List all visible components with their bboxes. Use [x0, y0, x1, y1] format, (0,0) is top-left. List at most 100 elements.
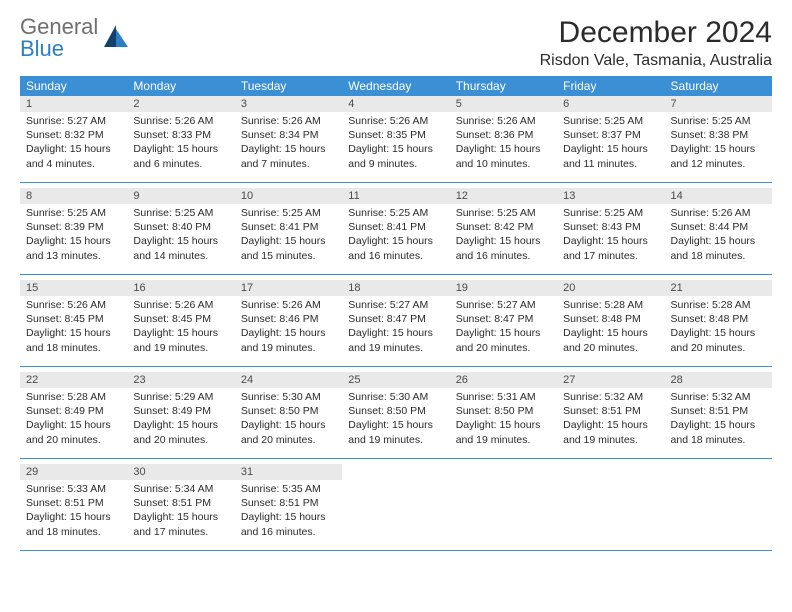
sunset-line: Sunset: 8:33 PM [133, 128, 228, 142]
daylight-line: Daylight: 15 hours and 20 minutes. [26, 418, 121, 446]
sunrise-line: Sunrise: 5:26 AM [671, 206, 766, 220]
calendar-table: Sunday Monday Tuesday Wednesday Thursday… [20, 76, 772, 551]
sunrise-line: Sunrise: 5:26 AM [241, 298, 336, 312]
day-number: 9 [127, 188, 234, 204]
day-number: 3 [235, 96, 342, 112]
sunset-line: Sunset: 8:48 PM [671, 312, 766, 326]
calendar-week-row: 15Sunrise: 5:26 AMSunset: 8:45 PMDayligh… [20, 280, 772, 366]
day-details: Sunrise: 5:32 AMSunset: 8:51 PMDaylight:… [557, 388, 664, 451]
daylight-line: Daylight: 15 hours and 20 minutes. [241, 418, 336, 446]
sunrise-line: Sunrise: 5:25 AM [563, 206, 658, 220]
daylight-line: Daylight: 15 hours and 20 minutes. [563, 326, 658, 354]
sunrise-line: Sunrise: 5:30 AM [241, 390, 336, 404]
calendar-day-cell: 23Sunrise: 5:29 AMSunset: 8:49 PMDayligh… [127, 372, 234, 458]
calendar-day-cell: .. [557, 464, 664, 550]
day-details: Sunrise: 5:25 AMSunset: 8:42 PMDaylight:… [450, 204, 557, 267]
sunrise-line: Sunrise: 5:28 AM [563, 298, 658, 312]
sunrise-line: Sunrise: 5:32 AM [671, 390, 766, 404]
daylight-line: Daylight: 15 hours and 17 minutes. [133, 510, 228, 538]
daylight-line: Daylight: 15 hours and 15 minutes. [241, 234, 336, 262]
daylight-line: Daylight: 15 hours and 19 minutes. [241, 326, 336, 354]
calendar-day-cell: 12Sunrise: 5:25 AMSunset: 8:42 PMDayligh… [450, 188, 557, 274]
sunrise-line: Sunrise: 5:34 AM [133, 482, 228, 496]
day-details: Sunrise: 5:26 AMSunset: 8:44 PMDaylight:… [665, 204, 772, 267]
sunset-line: Sunset: 8:51 PM [671, 404, 766, 418]
sunset-line: Sunset: 8:45 PM [26, 312, 121, 326]
calendar-day-cell: 17Sunrise: 5:26 AMSunset: 8:46 PMDayligh… [235, 280, 342, 366]
sunrise-line: Sunrise: 5:31 AM [456, 390, 551, 404]
day-details: Sunrise: 5:27 AMSunset: 8:47 PMDaylight:… [450, 296, 557, 359]
day-details: Sunrise: 5:30 AMSunset: 8:50 PMDaylight:… [235, 388, 342, 451]
daylight-line: Daylight: 15 hours and 20 minutes. [671, 326, 766, 354]
day-number: 26 [450, 372, 557, 388]
calendar-day-cell: 26Sunrise: 5:31 AMSunset: 8:50 PMDayligh… [450, 372, 557, 458]
calendar-day-cell: .. [665, 464, 772, 550]
sunrise-line: Sunrise: 5:25 AM [563, 114, 658, 128]
sunrise-line: Sunrise: 5:25 AM [133, 206, 228, 220]
sunrise-line: Sunrise: 5:26 AM [133, 298, 228, 312]
daylight-line: Daylight: 15 hours and 7 minutes. [241, 142, 336, 170]
daylight-line: Daylight: 15 hours and 20 minutes. [456, 326, 551, 354]
day-number: 13 [557, 188, 664, 204]
day-number: 2 [127, 96, 234, 112]
title-block: December 2024 Risdon Vale, Tasmania, Aus… [540, 16, 772, 70]
weekday-header: Monday [127, 76, 234, 96]
daylight-line: Daylight: 15 hours and 19 minutes. [563, 418, 658, 446]
daylight-line: Daylight: 15 hours and 19 minutes. [133, 326, 228, 354]
daylight-line: Daylight: 15 hours and 6 minutes. [133, 142, 228, 170]
day-details: Sunrise: 5:25 AMSunset: 8:40 PMDaylight:… [127, 204, 234, 267]
weekday-header: Thursday [450, 76, 557, 96]
calendar-week-row: 29Sunrise: 5:33 AMSunset: 8:51 PMDayligh… [20, 464, 772, 550]
daylight-line: Daylight: 15 hours and 10 minutes. [456, 142, 551, 170]
calendar-day-cell: 16Sunrise: 5:26 AMSunset: 8:45 PMDayligh… [127, 280, 234, 366]
day-number: 10 [235, 188, 342, 204]
calendar-day-cell: 28Sunrise: 5:32 AMSunset: 8:51 PMDayligh… [665, 372, 772, 458]
sunrise-line: Sunrise: 5:25 AM [241, 206, 336, 220]
weekday-header-row: Sunday Monday Tuesday Wednesday Thursday… [20, 76, 772, 96]
weekday-header: Sunday [20, 76, 127, 96]
page-subtitle: Risdon Vale, Tasmania, Australia [540, 52, 772, 70]
sunset-line: Sunset: 8:45 PM [133, 312, 228, 326]
daylight-line: Daylight: 15 hours and 9 minutes. [348, 142, 443, 170]
sunrise-line: Sunrise: 5:33 AM [26, 482, 121, 496]
sunrise-line: Sunrise: 5:35 AM [241, 482, 336, 496]
sunrise-line: Sunrise: 5:25 AM [456, 206, 551, 220]
day-number: 17 [235, 280, 342, 296]
day-details: Sunrise: 5:27 AMSunset: 8:32 PMDaylight:… [20, 112, 127, 175]
calendar-day-cell: 29Sunrise: 5:33 AMSunset: 8:51 PMDayligh… [20, 464, 127, 550]
sunset-line: Sunset: 8:49 PM [133, 404, 228, 418]
calendar-day-cell: 3Sunrise: 5:26 AMSunset: 8:34 PMDaylight… [235, 96, 342, 182]
calendar-day-cell: 25Sunrise: 5:30 AMSunset: 8:50 PMDayligh… [342, 372, 449, 458]
weekday-header: Wednesday [342, 76, 449, 96]
sunrise-line: Sunrise: 5:32 AM [563, 390, 658, 404]
daylight-line: Daylight: 15 hours and 14 minutes. [133, 234, 228, 262]
day-number: 20 [557, 280, 664, 296]
day-number: 23 [127, 372, 234, 388]
day-details: Sunrise: 5:27 AMSunset: 8:47 PMDaylight:… [342, 296, 449, 359]
day-number: 12 [450, 188, 557, 204]
sunrise-line: Sunrise: 5:27 AM [456, 298, 551, 312]
sunrise-line: Sunrise: 5:26 AM [133, 114, 228, 128]
calendar-day-cell: 1Sunrise: 5:27 AMSunset: 8:32 PMDaylight… [20, 96, 127, 182]
sunrise-line: Sunrise: 5:25 AM [348, 206, 443, 220]
logo: General Blue [20, 16, 130, 60]
sunrise-line: Sunrise: 5:29 AM [133, 390, 228, 404]
day-number: 28 [665, 372, 772, 388]
sunrise-line: Sunrise: 5:26 AM [456, 114, 551, 128]
day-details: Sunrise: 5:26 AMSunset: 8:46 PMDaylight:… [235, 296, 342, 359]
sunset-line: Sunset: 8:50 PM [348, 404, 443, 418]
day-number: 29 [20, 464, 127, 480]
sunrise-line: Sunrise: 5:25 AM [671, 114, 766, 128]
daylight-line: Daylight: 15 hours and 19 minutes. [348, 418, 443, 446]
day-number: 19 [450, 280, 557, 296]
sunset-line: Sunset: 8:48 PM [563, 312, 658, 326]
day-number: 24 [235, 372, 342, 388]
calendar-day-cell: 14Sunrise: 5:26 AMSunset: 8:44 PMDayligh… [665, 188, 772, 274]
sunset-line: Sunset: 8:50 PM [456, 404, 551, 418]
calendar-week-row: 1Sunrise: 5:27 AMSunset: 8:32 PMDaylight… [20, 96, 772, 182]
sunset-line: Sunset: 8:34 PM [241, 128, 336, 142]
day-details: Sunrise: 5:25 AMSunset: 8:37 PMDaylight:… [557, 112, 664, 175]
sunset-line: Sunset: 8:38 PM [671, 128, 766, 142]
sunset-line: Sunset: 8:47 PM [456, 312, 551, 326]
calendar-day-cell: 20 Sunrise: 5:28 AMSunset: 8:48 PMDayligh… [557, 280, 664, 366]
